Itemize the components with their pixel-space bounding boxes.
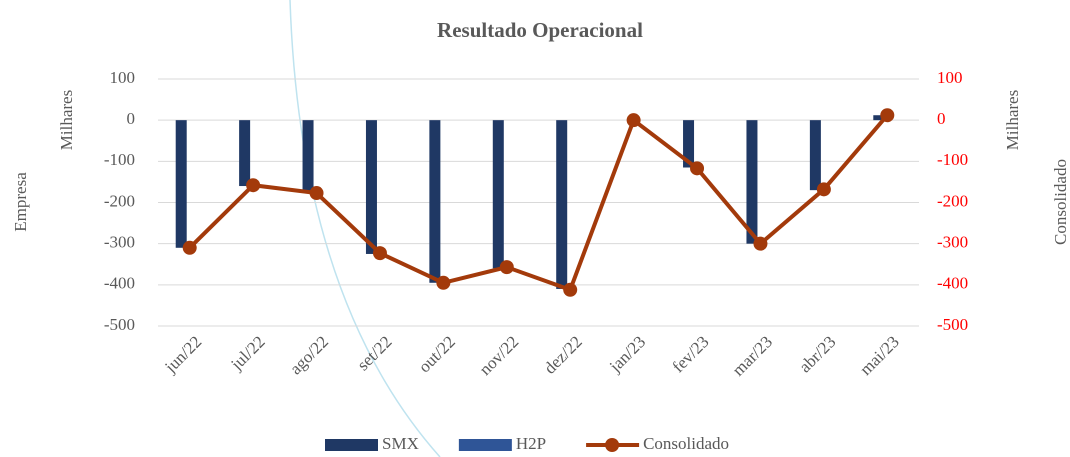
legend-swatch <box>458 439 512 451</box>
y2-axis-title: Consolidado <box>1051 159 1070 245</box>
x-tick-label: nov/22 <box>476 332 523 379</box>
bar <box>746 120 758 244</box>
bar <box>873 115 885 121</box>
y-tick-label: -100 <box>104 150 135 169</box>
x-tick-label: mar/23 <box>729 332 776 379</box>
legend-label: Consolidado <box>643 434 729 453</box>
bar <box>365 120 377 254</box>
y2-tick-label: -300 <box>937 233 968 252</box>
bar <box>429 120 441 283</box>
x-tick-label: ago/22 <box>286 332 332 378</box>
line-marker <box>309 186 324 201</box>
x-tick-label: jun/22 <box>160 332 205 377</box>
legend-label: SMX <box>382 434 419 453</box>
y2-tick-label: -100 <box>937 150 968 169</box>
y2-tick-label: -500 <box>937 315 968 334</box>
y-tick-label: -400 <box>104 274 135 293</box>
y-axis-title: Empresa <box>11 172 30 232</box>
line-marker <box>372 246 387 261</box>
y2-tick-label: 0 <box>937 109 946 128</box>
y2-tick-label: 100 <box>937 68 963 87</box>
y-tick-label: 0 <box>127 109 136 128</box>
bar <box>556 120 568 289</box>
legend-label: H2P <box>516 434 546 453</box>
line-marker <box>246 178 261 193</box>
bar <box>302 120 314 193</box>
bar <box>683 120 695 168</box>
bar <box>809 120 821 191</box>
legend-swatch <box>605 438 620 452</box>
line-marker <box>626 113 641 128</box>
line-marker <box>880 108 895 123</box>
x-tick-label: set/22 <box>353 332 395 374</box>
line-marker <box>182 240 197 255</box>
decor-curve <box>289 0 441 457</box>
x-tick-label: jan/23 <box>605 332 649 376</box>
line-marker <box>690 161 705 176</box>
line-marker <box>753 236 768 251</box>
bar <box>239 120 251 187</box>
x-tick-label: jul/22 <box>227 332 269 374</box>
y-tick-label: -200 <box>104 191 135 210</box>
y2-tick-label: -400 <box>937 274 968 293</box>
bar <box>492 120 504 269</box>
y2-tick-label: -200 <box>937 191 968 210</box>
line-marker <box>499 260 514 275</box>
y-tick-label: -500 <box>104 315 135 334</box>
y-tick-label: -300 <box>104 233 135 252</box>
y-tick-label: 100 <box>110 68 136 87</box>
x-tick-label: abr/23 <box>795 332 839 376</box>
y-axis-unit: Milhares <box>57 90 76 150</box>
x-tick-label: mai/23 <box>856 332 903 379</box>
line-marker <box>436 275 451 290</box>
bar <box>175 120 187 248</box>
x-tick-label: out/22 <box>415 332 459 376</box>
legend-swatch <box>325 439 378 451</box>
line-marker <box>816 182 831 197</box>
line <box>188 113 889 293</box>
x-tick-label: dez/22 <box>540 332 585 377</box>
y2-axis-unit: Milhares <box>1003 90 1022 150</box>
line-marker <box>563 282 578 297</box>
x-tick-label: fev/23 <box>668 332 712 376</box>
chart-title: Resultado Operacional <box>437 18 643 42</box>
